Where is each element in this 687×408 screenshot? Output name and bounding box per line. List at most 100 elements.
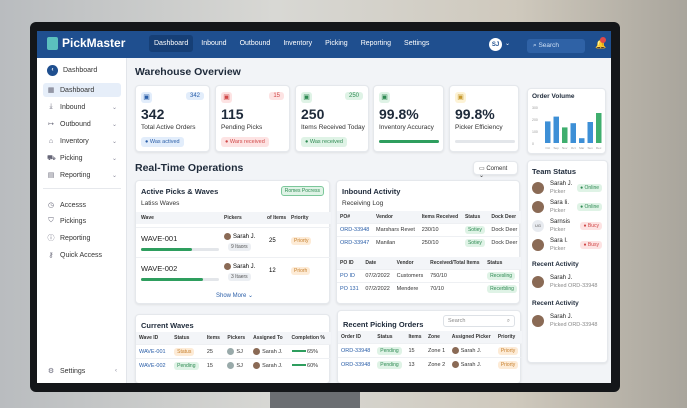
receiving-table: PO# Vendor Items Received Status Dock Deer OR… <box>337 211 521 249</box>
nav-picking[interactable]: Picking <box>325 40 348 47</box>
top-bar: PickMaster Dashboard Inbound Outbound In… <box>37 31 611 58</box>
table-cell: Dock Deer <box>488 223 521 237</box>
picking-search-input[interactable]: Search ⌕ <box>443 315 515 327</box>
table-row[interactable]: ORD-33947 Manilan 250/10 Sotiey Dock Deer <box>337 236 521 249</box>
table-row[interactable]: WAVE-001 Sarah J. 9 Itaors 25 Priorty <box>136 227 331 257</box>
sidebar-item-label: Inventory <box>60 137 89 145</box>
x-tick-label: Sep <box>554 146 560 150</box>
member-role: Picker <box>550 208 566 214</box>
table-row[interactable]: WAVE-002 Pending 15 SJ Sarah J. 60% <box>136 358 331 372</box>
chevron-down-icon[interactable]: ⌄ <box>505 41 511 47</box>
kpi-card: ▣ 115 Pending Picks 15 ● Wars received <box>215 85 290 152</box>
table-row[interactable]: ORD-33948 Pending 15 Zone 1 Sarah J. Priorty <box>338 343 522 358</box>
team-member[interactable]: UG Sarnsis Picker ● Bucy <box>532 218 602 234</box>
key-icon: ⚷ <box>48 252 54 259</box>
column-header: PO ID <box>337 257 363 270</box>
notification-badge <box>600 37 606 43</box>
kpi-card: ▣ 99.8% Inventory Accuracy <box>373 85 444 152</box>
user-avatar[interactable]: SJ <box>489 38 502 51</box>
nav-outbound[interactable]: Outbound <box>239 40 271 47</box>
search-input[interactable]: ⌕ Search <box>527 39 585 53</box>
team-member[interactable]: Sara I. Picker ● Busy <box>532 237 602 253</box>
table-cell: Zone 1 <box>425 343 449 358</box>
sidebar-item-outbound[interactable]: ↦ Outbound ⌄ <box>43 117 121 131</box>
table-row[interactable]: WAVE-002 Sarah J. 3 Itaers 12 Priorh <box>136 257 331 287</box>
table-row[interactable]: WAVE-001 Status 25 SJ Sarah J. 65% <box>136 344 331 359</box>
collapse-icon[interactable]: ‹ <box>115 368 117 374</box>
show-more-label: Show More <box>216 293 247 299</box>
chevron-down-icon: ⌄ <box>111 155 117 162</box>
table-cell: 25 <box>203 344 225 359</box>
sidebar-item-dashboard[interactable]: ▦ Dashboard <box>43 83 121 97</box>
sidebar-item-picking[interactable]: ⛟ Picking ⌄ <box>43 151 121 165</box>
sidebar-settings[interactable]: ⚙ Settings ‹ <box>43 364 121 378</box>
filter-dropdown[interactable]: ▭ Coment ⌄ <box>473 161 518 179</box>
table-cell: 07/2/2022 <box>362 282 394 295</box>
nav-inbound[interactable]: Inbound <box>201 40 227 47</box>
sidebar-item-label: Outbound <box>60 120 91 128</box>
card-title: Active Picks & Waves <box>141 187 219 196</box>
nav-reporting[interactable]: Reporting <box>360 40 392 47</box>
table-cell: Sotiey <box>461 236 489 249</box>
cell-text: 07/2/2022 <box>365 273 390 279</box>
picker-count: 3 Itaers <box>228 273 251 281</box>
status-badge: Recesling <box>487 272 516 280</box>
bell-icon[interactable]: 🔔 <box>595 39 607 49</box>
activity-item[interactable]: Sarah J. Picked ORD-33948 <box>532 313 602 329</box>
cell-text: 70/10 <box>430 286 444 292</box>
wave-progress-bar <box>141 248 219 251</box>
activity-item[interactable]: Sarah J. Picked ORD-33948 <box>532 274 602 290</box>
app-name: PickMaster <box>62 36 126 50</box>
table-cell: Sarah J. <box>448 357 495 371</box>
member-name: Sara Ii. <box>550 200 570 206</box>
team-member[interactable]: Sara Ii. Picker ● Online <box>532 199 602 215</box>
sidebar-item-label: Inbound <box>60 103 86 111</box>
show-more-link[interactable]: Show More ⌄ <box>216 293 254 299</box>
download-icon: ⤓ <box>49 103 53 110</box>
avatar: UG <box>532 220 544 232</box>
order-link: ORD-33948 <box>341 361 371 368</box>
po-table: PO ID Date Vendor Received/Total Items Statu… <box>337 257 521 295</box>
table-row[interactable]: PO ID 07/2/2022 Customers 750/10 Recesling <box>337 269 521 283</box>
priority-badge: Priorh <box>291 267 311 275</box>
team-member[interactable]: Sarah J. Picker ● Online <box>532 180 602 196</box>
shield-check-icon: ⛉ <box>48 217 54 224</box>
table-row[interactable]: ORD-33948 Marshars Revet 230/10 Sotiey Dock … <box>337 223 521 237</box>
process-button[interactable]: Romes Pocress <box>280 186 324 196</box>
sidebar-item-inventory[interactable]: ⌂ Inventory ⌄ <box>43 134 121 148</box>
chevron-down-icon: ⌄ <box>111 172 117 179</box>
quick-reporting[interactable]: ⓘ Reporting <box>43 231 121 245</box>
order-link: ORD-33948 <box>341 347 371 354</box>
nav-inventory[interactable]: Inventory <box>283 40 313 47</box>
quick-pickings[interactable]: ⛉ Pickings <box>43 214 121 228</box>
column-header: Items <box>203 332 225 345</box>
status-badge: Status <box>174 347 195 356</box>
quick-access[interactable]: ⚷ Quick Access <box>43 248 121 262</box>
nav-settings[interactable]: Settings <box>404 40 430 47</box>
quick-label: Accesss <box>60 201 87 209</box>
column-header: Status <box>484 257 521 270</box>
y-tick-label: 300 <box>532 106 538 110</box>
activity-text: Picked ORD-33948 <box>550 322 598 328</box>
quick-accesss[interactable]: ◷ Accesss <box>43 198 121 212</box>
table-cell: 60% <box>288 358 331 372</box>
sidebar-back[interactable]: ‹ Dashboard <box>43 63 121 77</box>
member-name: Sara I. <box>550 238 568 244</box>
table-row[interactable]: PO 131 07/2/2022 Mendere 70/10 Recerbling <box>337 282 521 295</box>
sidebar-item-inbound[interactable]: ⤓ Inbound ⌄ <box>43 100 121 114</box>
assignee: Sarah J. <box>262 362 283 369</box>
member-name: Sarnsis <box>550 219 571 225</box>
table-cell: PO 131 <box>337 282 363 295</box>
table-cell: PO ID <box>337 269 363 283</box>
nav-dashboard[interactable]: Dashboard <box>149 35 194 52</box>
table-row[interactable]: ORD-33948 Pending 13 Zone 2 Sarah J. Priorty <box>338 357 522 371</box>
wave-progress-bar <box>141 278 219 281</box>
avatar <box>532 315 544 327</box>
sidebar-item-reporting[interactable]: ▤ Reporting ⌄ <box>43 168 121 182</box>
table-header: Wave ID Status Items Pickers Assigned To Comp… <box>136 332 331 345</box>
recent-activity-title: Recent Activity <box>532 300 579 307</box>
y-tick-label: 100 <box>532 130 538 134</box>
x-tick-label: Sun <box>588 146 594 150</box>
column-header: Wave ID <box>136 332 172 345</box>
picker-count: 9 Itaors <box>228 243 251 251</box>
